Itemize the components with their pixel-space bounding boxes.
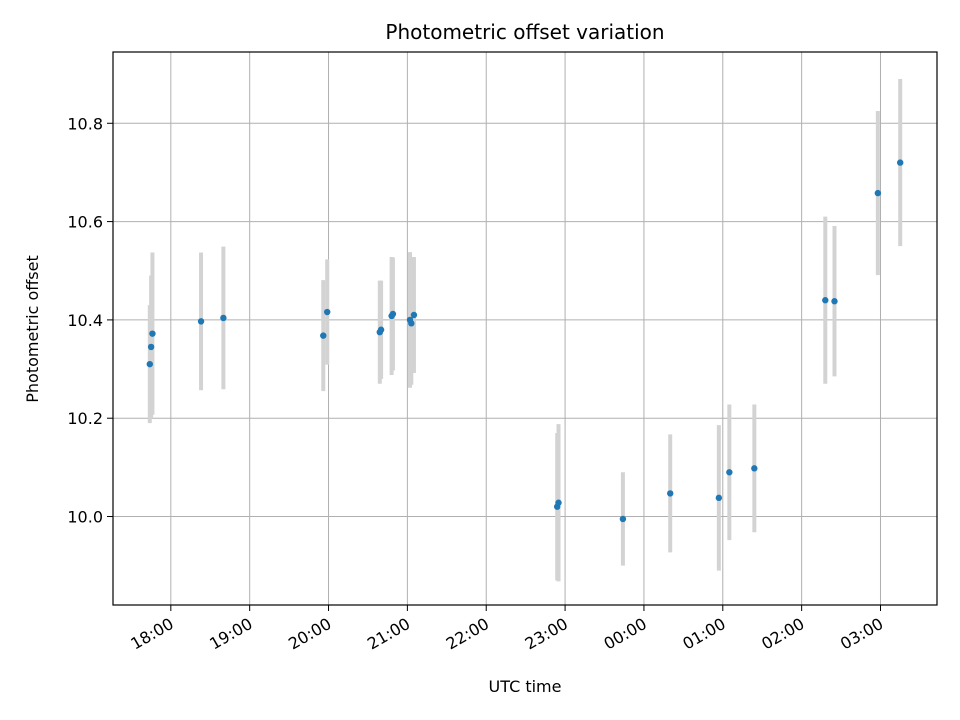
data-point: [874, 189, 882, 197]
y-tick-label: 10.2: [67, 409, 103, 428]
data-point: [831, 298, 838, 305]
chart-title: Photometric offset variation: [385, 20, 664, 44]
data-point: [822, 297, 829, 304]
x-axis-label: UTC time: [489, 677, 562, 696]
data-points: [146, 159, 904, 523]
data-point: [220, 314, 227, 322]
plot-frame: [112, 51, 938, 606]
data-point: [619, 515, 627, 523]
y-tick-label: 10.8: [67, 114, 103, 133]
y-tick-label: 10.4: [67, 311, 103, 330]
data-point: [149, 330, 156, 337]
data-point: [147, 343, 155, 351]
y-axis-label: Photometric offset: [23, 255, 42, 403]
y-tick-label: 10.0: [67, 508, 103, 527]
y-axis-ticks: 10.0 10.2 10.4 10.6 10.8: [67, 114, 113, 527]
data-point: [324, 308, 331, 316]
data-point: [751, 465, 758, 472]
data-point: [726, 469, 733, 476]
data-point: [377, 326, 385, 333]
data-point: [320, 332, 327, 339]
data-point: [410, 311, 418, 319]
data-point: [555, 499, 562, 506]
data-point: [197, 318, 205, 325]
data-point: [897, 159, 904, 166]
data-point: [389, 310, 397, 318]
grid: [113, 52, 937, 605]
data-point: [408, 320, 415, 327]
data-point: [146, 360, 153, 368]
data-point: [667, 490, 674, 497]
y-tick-label: 10.6: [67, 213, 103, 232]
data-point: [715, 494, 723, 502]
